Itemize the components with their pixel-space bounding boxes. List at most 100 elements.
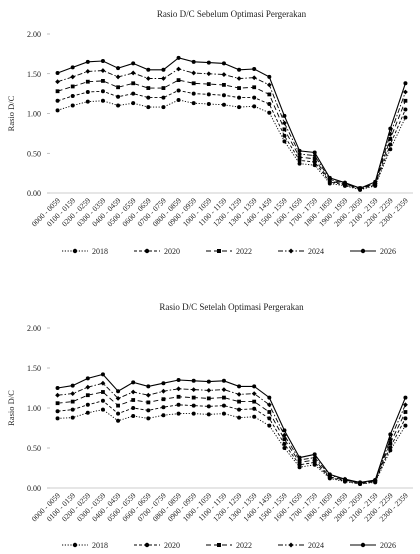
data-point-2024 <box>312 153 318 159</box>
data-point-2022 <box>222 82 226 87</box>
legend-marker <box>360 542 366 548</box>
data-point-2022 <box>403 410 408 414</box>
data-point-2026 <box>70 65 75 70</box>
data-point-2018 <box>206 101 211 106</box>
data-point-2022 <box>282 437 287 442</box>
data-point-2024 <box>403 89 408 95</box>
legend-label-2024: 2024 <box>308 247 324 256</box>
data-point-2024 <box>130 389 136 395</box>
data-point-2020 <box>70 407 75 412</box>
data-point-2018 <box>191 411 196 416</box>
data-point-2018 <box>161 413 166 418</box>
data-point-2024 <box>145 392 151 398</box>
data-point-2026 <box>358 186 363 191</box>
data-point-2022 <box>116 403 120 408</box>
data-point-2022 <box>161 397 166 402</box>
data-point-2024 <box>115 396 121 401</box>
data-point-2024 <box>85 68 91 74</box>
data-point-2022 <box>297 155 302 160</box>
data-point-2026 <box>85 376 90 381</box>
data-point-2026 <box>176 55 181 60</box>
series-line-2020 <box>57 400 406 485</box>
data-point-2026 <box>85 59 90 64</box>
data-point-2024 <box>206 388 212 393</box>
legend-marker <box>72 542 78 548</box>
data-point-2020 <box>100 89 105 94</box>
data-point-2026 <box>282 428 287 433</box>
data-point-2018 <box>403 423 408 428</box>
data-point-2024 <box>176 66 181 72</box>
data-point-2018 <box>176 411 181 416</box>
data-point-2018 <box>388 147 393 152</box>
chart-title: Rasio D/C Setelah Optimasi Pergerakan <box>159 302 304 312</box>
data-point-2020 <box>267 416 272 421</box>
data-point-2026 <box>388 432 393 437</box>
y-tick-label: 1.00 <box>27 110 41 119</box>
legend-marker <box>288 542 294 548</box>
data-point-2022 <box>191 395 196 400</box>
data-point-2022 <box>146 400 151 405</box>
chart-title: Rasio D/C Sebelum Optimasi Pergerakan <box>157 9 307 19</box>
data-point-2020 <box>161 95 166 100</box>
data-point-2026 <box>282 113 287 118</box>
series-line-2018 <box>57 409 406 485</box>
chart-2: Rasio D/C Setelah Optimasi Pergerakan Ras… <box>6 302 413 550</box>
data-point-2026 <box>312 452 317 457</box>
data-point-2024 <box>221 72 227 77</box>
data-point-2018 <box>131 414 136 418</box>
data-point-2020 <box>161 405 166 410</box>
data-point-2026 <box>55 386 60 390</box>
data-point-2022 <box>101 79 105 83</box>
data-point-2022 <box>176 78 181 83</box>
data-point-2018 <box>70 103 75 108</box>
data-point-2022 <box>161 86 166 90</box>
data-point-2024 <box>176 386 181 392</box>
data-point-2026 <box>327 472 332 477</box>
data-point-2020 <box>116 411 121 416</box>
legend-label-2026: 2026 <box>380 247 396 256</box>
data-point-2024 <box>251 391 257 396</box>
data-point-2022 <box>85 79 90 84</box>
data-point-2018 <box>176 97 181 102</box>
data-point-2022 <box>85 393 90 398</box>
legend-marker <box>217 249 221 253</box>
data-point-2022 <box>403 98 408 103</box>
data-point-2026 <box>373 179 378 184</box>
data-point-2024 <box>297 457 302 463</box>
data-point-2026 <box>131 380 136 385</box>
data-point-2022 <box>312 156 317 161</box>
legend-label-2022: 2022 <box>236 247 252 256</box>
data-point-2024 <box>55 79 60 85</box>
data-point-2018 <box>161 105 166 110</box>
data-point-2026 <box>70 383 75 388</box>
data-point-2018 <box>237 105 242 110</box>
data-point-2026 <box>342 180 347 185</box>
data-point-2018 <box>282 446 287 450</box>
data-point-2018 <box>312 163 317 168</box>
data-point-2020 <box>206 92 211 97</box>
data-point-2020 <box>388 142 393 147</box>
data-point-2020 <box>252 406 257 411</box>
data-point-2022 <box>70 399 75 404</box>
legend-label-2022: 2022 <box>236 541 252 550</box>
data-point-2026 <box>206 60 211 65</box>
data-point-2024 <box>387 436 393 442</box>
data-point-2018 <box>85 99 90 104</box>
data-point-2022 <box>131 81 136 86</box>
y-tick-label: 1.50 <box>27 70 41 79</box>
data-point-2020 <box>55 98 60 103</box>
data-point-2026 <box>221 378 226 383</box>
data-point-2026 <box>131 61 136 66</box>
data-point-2018 <box>252 104 257 109</box>
data-point-2024 <box>387 131 393 137</box>
data-point-2020 <box>221 93 226 98</box>
data-point-2026 <box>100 59 105 64</box>
data-point-2024 <box>55 392 60 398</box>
data-point-2026 <box>358 480 363 485</box>
data-point-2018 <box>282 139 287 144</box>
data-point-2022 <box>146 86 151 90</box>
y-axis-label: Rasio D/C <box>6 95 16 131</box>
data-point-2022 <box>282 127 287 132</box>
data-point-2024 <box>282 120 287 126</box>
data-point-2018 <box>70 415 75 420</box>
